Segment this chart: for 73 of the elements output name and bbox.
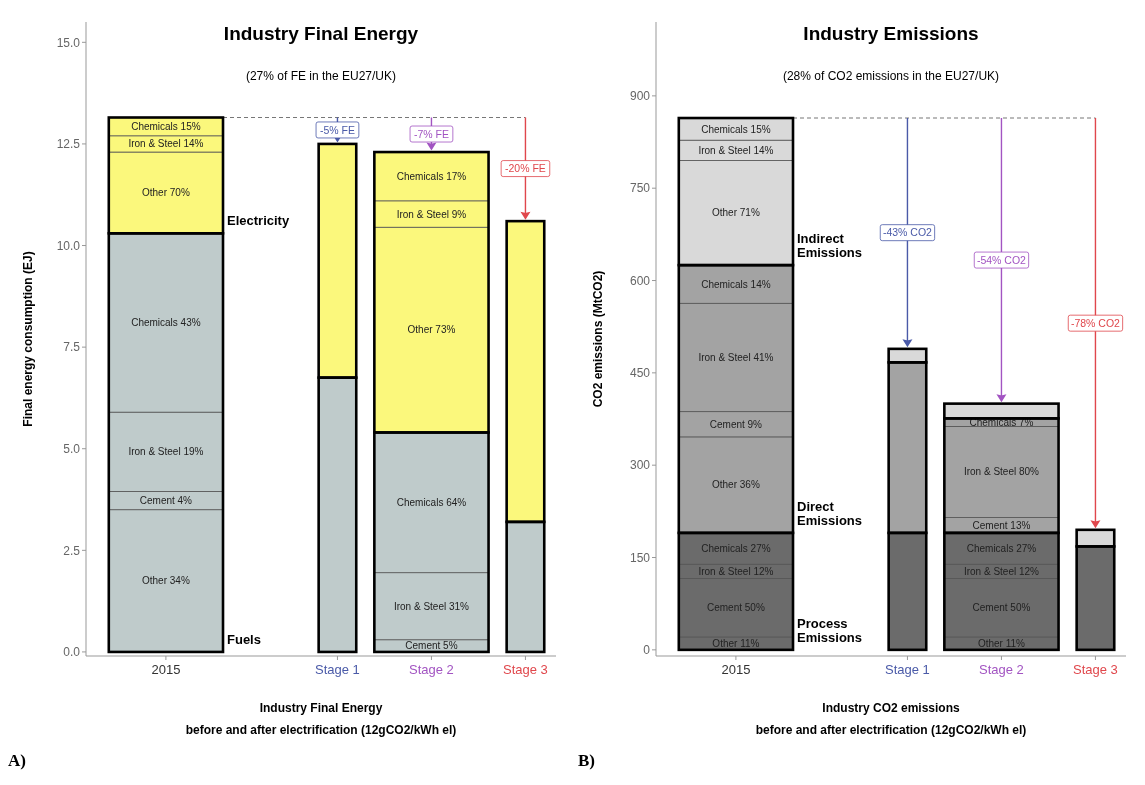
y-tick-label: 150 <box>629 550 651 565</box>
y-tick-label: 600 <box>629 273 651 288</box>
data-label: Chemicals 64% <box>396 497 467 509</box>
x-tick-label: Stage 2 <box>979 662 1024 677</box>
annotation: -78% CO2 <box>1070 316 1121 329</box>
data-label: Other 36% <box>711 479 760 491</box>
x-tick-label: Stage 3 <box>1073 662 1118 677</box>
y-tick-label: 900 <box>629 89 651 104</box>
data-label: Chemicals 15% <box>701 123 771 135</box>
y-tick-label: 7.5 <box>63 340 81 355</box>
data-label: Chemicals 17% <box>396 170 467 182</box>
data-label: Cement 5% <box>405 640 458 652</box>
y-tick-label: 2.5 <box>63 543 81 558</box>
x-tick-label: Stage 3 <box>503 662 548 677</box>
y-tick-label: 300 <box>629 458 651 473</box>
data-label: Chemicals 27% <box>701 543 771 555</box>
annotation: -20% FE <box>505 162 546 175</box>
data-label: Cement 50% <box>706 602 765 614</box>
y-axis-title: CO2 emissions (MtCO2) <box>591 270 605 408</box>
data-label: Iron & Steel 31% <box>393 600 470 612</box>
data-label: Other 70% <box>141 187 190 199</box>
data-label: Other 73% <box>407 324 456 336</box>
x-tick-label: Stage 1 <box>315 662 360 677</box>
chart-title: Industry Emissions <box>803 23 979 44</box>
annotation: -54% CO2 <box>976 253 1027 266</box>
data-label: Cement 13% <box>972 519 1031 531</box>
x-tick-label: 2015 <box>151 662 181 677</box>
data-label: Cement 9% <box>709 418 763 430</box>
x-axis-title: Industry CO2 emissions before and after electrification (12gCO2/kWh el) <box>755 701 1027 737</box>
data-label: Iron & Steel 12% <box>698 565 774 577</box>
annotation: Fuels <box>227 631 261 647</box>
annotation: Process Emissions <box>797 615 863 645</box>
y-tick-label: 15.0 <box>56 35 81 50</box>
x-axis-title: Industry Final Energy before and after electrification (12gCO2/kWh el) <box>185 701 457 737</box>
data-label: Iron & Steel 41% <box>698 351 774 363</box>
text: A) <box>8 751 26 770</box>
x-tick-label: 2015 <box>721 662 751 677</box>
data-label: Chemicals 15% <box>131 121 201 133</box>
annotation: -5% FE <box>319 123 355 136</box>
y-tick-label: 0.0 <box>63 645 81 660</box>
annotation: -7% FE <box>413 127 449 140</box>
data-label: Other 11% <box>977 637 1026 649</box>
text: (28% of CO2 emissions in the EU27/UK) <box>782 69 1000 83</box>
data-label: Iron & Steel 9% <box>396 208 467 220</box>
x-tick-label: Stage 2 <box>409 662 454 677</box>
y-axis-title: Final energy consumption (EJ) <box>21 251 35 427</box>
y-tick-label: 12.5 <box>56 137 81 152</box>
data-label: Chemicals 43% <box>131 317 201 329</box>
data-label: Iron & Steel 14% <box>698 144 774 156</box>
y-tick-label: 5.0 <box>63 441 81 456</box>
annotation: Indirect Emissions <box>797 230 863 261</box>
data-label: Cement 4% <box>139 495 193 507</box>
text: B) <box>578 751 595 770</box>
data-label: Iron & Steel 19% <box>128 446 204 458</box>
data-label: Other 71% <box>711 207 760 219</box>
data-label: Iron & Steel 80% <box>963 466 1040 478</box>
y-tick-label: 750 <box>629 181 651 196</box>
text: (27% of FE in the EU27/UK) <box>245 69 397 83</box>
data-label: Other 34% <box>141 575 190 587</box>
y-tick-label: 450 <box>629 366 651 381</box>
data-label: Other 11% <box>712 637 760 649</box>
data-label: Iron & Steel 14% <box>128 138 204 150</box>
y-tick-label: 0 <box>643 643 651 658</box>
data-label: Chemicals 14% <box>701 278 771 290</box>
data-label: Cement 50% <box>972 602 1031 614</box>
annotation: Electricity <box>227 213 290 229</box>
annotation: -43% CO2 <box>882 226 933 239</box>
chart-title: Industry Final Energy <box>223 23 419 44</box>
x-tick-label: Stage 1 <box>885 662 930 677</box>
data-label: Iron & Steel 12% <box>963 565 1040 577</box>
data-label: Chemicals 27% <box>966 543 1037 555</box>
annotation: Direct Emissions <box>797 498 863 528</box>
y-tick-label: 10.0 <box>56 238 81 253</box>
